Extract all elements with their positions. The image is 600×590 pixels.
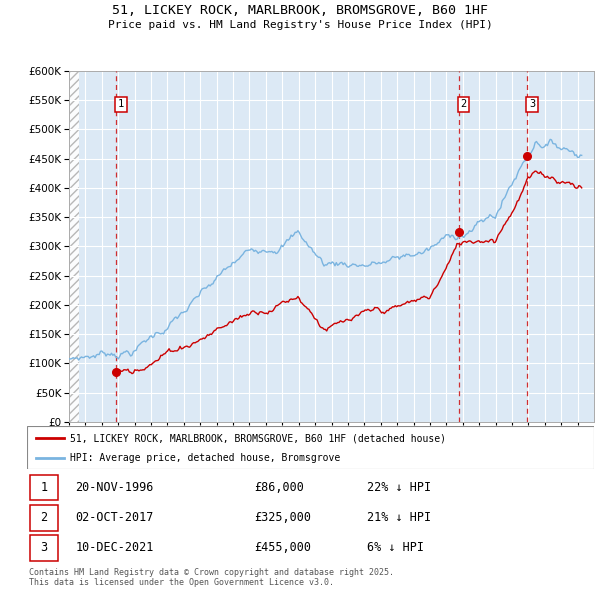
Text: 20-NOV-1996: 20-NOV-1996 [75,481,154,494]
Text: 3: 3 [529,99,535,109]
Text: Price paid vs. HM Land Registry's House Price Index (HPI): Price paid vs. HM Land Registry's House … [107,20,493,30]
Text: 10-DEC-2021: 10-DEC-2021 [75,542,154,555]
Text: 02-OCT-2017: 02-OCT-2017 [75,511,154,525]
Text: £86,000: £86,000 [254,481,304,494]
Text: 21% ↓ HPI: 21% ↓ HPI [367,511,431,525]
Text: 51, LICKEY ROCK, MARLBROOK, BROMSGROVE, B60 1HF (detached house): 51, LICKEY ROCK, MARLBROOK, BROMSGROVE, … [70,433,446,443]
Text: £455,000: £455,000 [254,542,311,555]
Text: 3: 3 [40,542,47,555]
Text: 1: 1 [118,99,124,109]
Text: 22% ↓ HPI: 22% ↓ HPI [367,481,431,494]
Bar [69,71,79,422]
Bar [30,535,58,560]
Text: 51, LICKEY ROCK, MARLBROOK, BROMSGROVE, B60 1HF: 51, LICKEY ROCK, MARLBROOK, BROMSGROVE, … [112,4,488,17]
Bar [30,505,58,530]
Text: 1: 1 [40,481,47,494]
Text: HPI: Average price, detached house, Bromsgrove: HPI: Average price, detached house, Brom… [70,453,340,463]
Text: 6% ↓ HPI: 6% ↓ HPI [367,542,424,555]
Text: £325,000: £325,000 [254,511,311,525]
Text: Contains HM Land Registry data © Crown copyright and database right 2025.
This d: Contains HM Land Registry data © Crown c… [29,568,394,587]
Bar [30,475,58,500]
Text: 2: 2 [40,511,47,525]
Text: 2: 2 [460,99,467,109]
